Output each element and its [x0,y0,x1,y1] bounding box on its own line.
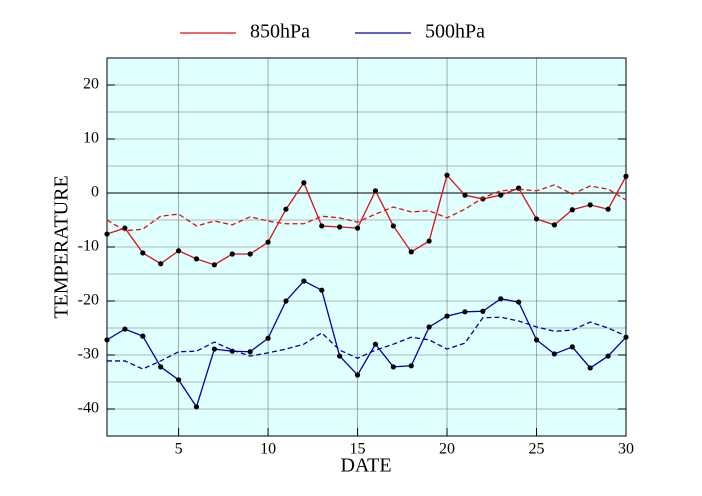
marker [301,278,307,284]
x-tick-label: 5 [175,441,183,458]
marker [605,206,611,212]
marker [319,287,325,293]
marker [408,363,414,369]
marker [390,364,396,370]
marker [301,180,307,186]
marker [390,223,396,229]
legend-label: 850hPa [250,21,310,43]
x-tick-label: 10 [260,441,276,458]
marker [551,351,558,357]
marker [283,298,289,304]
dashed-line [106,184,627,232]
marker [623,173,629,179]
marker [247,251,253,257]
marker [587,365,593,371]
marker [158,261,164,267]
marker [211,346,217,352]
marker [140,333,146,339]
marker [605,353,611,359]
marker [193,256,200,262]
marker [265,335,271,341]
marker [175,377,182,383]
y-tick-label: 0 [91,184,99,201]
marker [498,296,504,302]
series-line [106,280,627,409]
marker [337,353,343,359]
y-tick-label: 10 [83,130,99,147]
marker [426,324,432,330]
marker [533,216,540,222]
marker [587,202,593,208]
marker [158,364,164,370]
series-line [106,173,627,266]
marker [516,299,522,305]
marker [408,249,414,255]
marker [319,223,325,229]
marker [247,349,253,355]
marker [444,172,450,178]
marker [354,372,361,378]
dashed-line [107,316,627,370]
marker [444,313,450,319]
marker [175,248,182,254]
marker [623,334,629,340]
y-axis-label: TEMPERATURE [51,175,73,318]
marker [122,326,128,332]
marker [426,238,432,244]
marker [354,225,361,231]
marker [283,206,289,212]
x-tick-label: 25 [529,441,545,458]
marker [462,309,468,315]
y-tick-label: 20 [83,76,99,93]
x-axis-label: DATE [340,455,391,477]
y-tick-label: -30 [78,346,99,363]
marker [533,337,540,343]
x-tick-label: 20 [439,441,455,458]
marker [462,192,468,198]
marker [193,404,200,410]
marker [211,262,217,268]
marker [569,207,575,213]
legend-label: 500hPa [425,21,485,43]
x-tick-label: 30 [618,441,634,458]
marker [569,344,575,350]
marker [372,188,379,194]
y-tick-label: -40 [78,400,99,417]
marker [551,222,558,228]
marker [480,308,486,314]
x-tick-label: 15 [350,441,366,458]
marker [104,231,110,237]
marker [498,192,504,198]
marker [265,239,271,245]
marker [337,224,343,230]
marker [372,341,379,347]
marker [104,337,110,343]
y-tick-label: -10 [78,238,99,255]
marker [229,251,235,257]
marker [140,250,146,256]
y-tick-label: -20 [78,292,99,309]
